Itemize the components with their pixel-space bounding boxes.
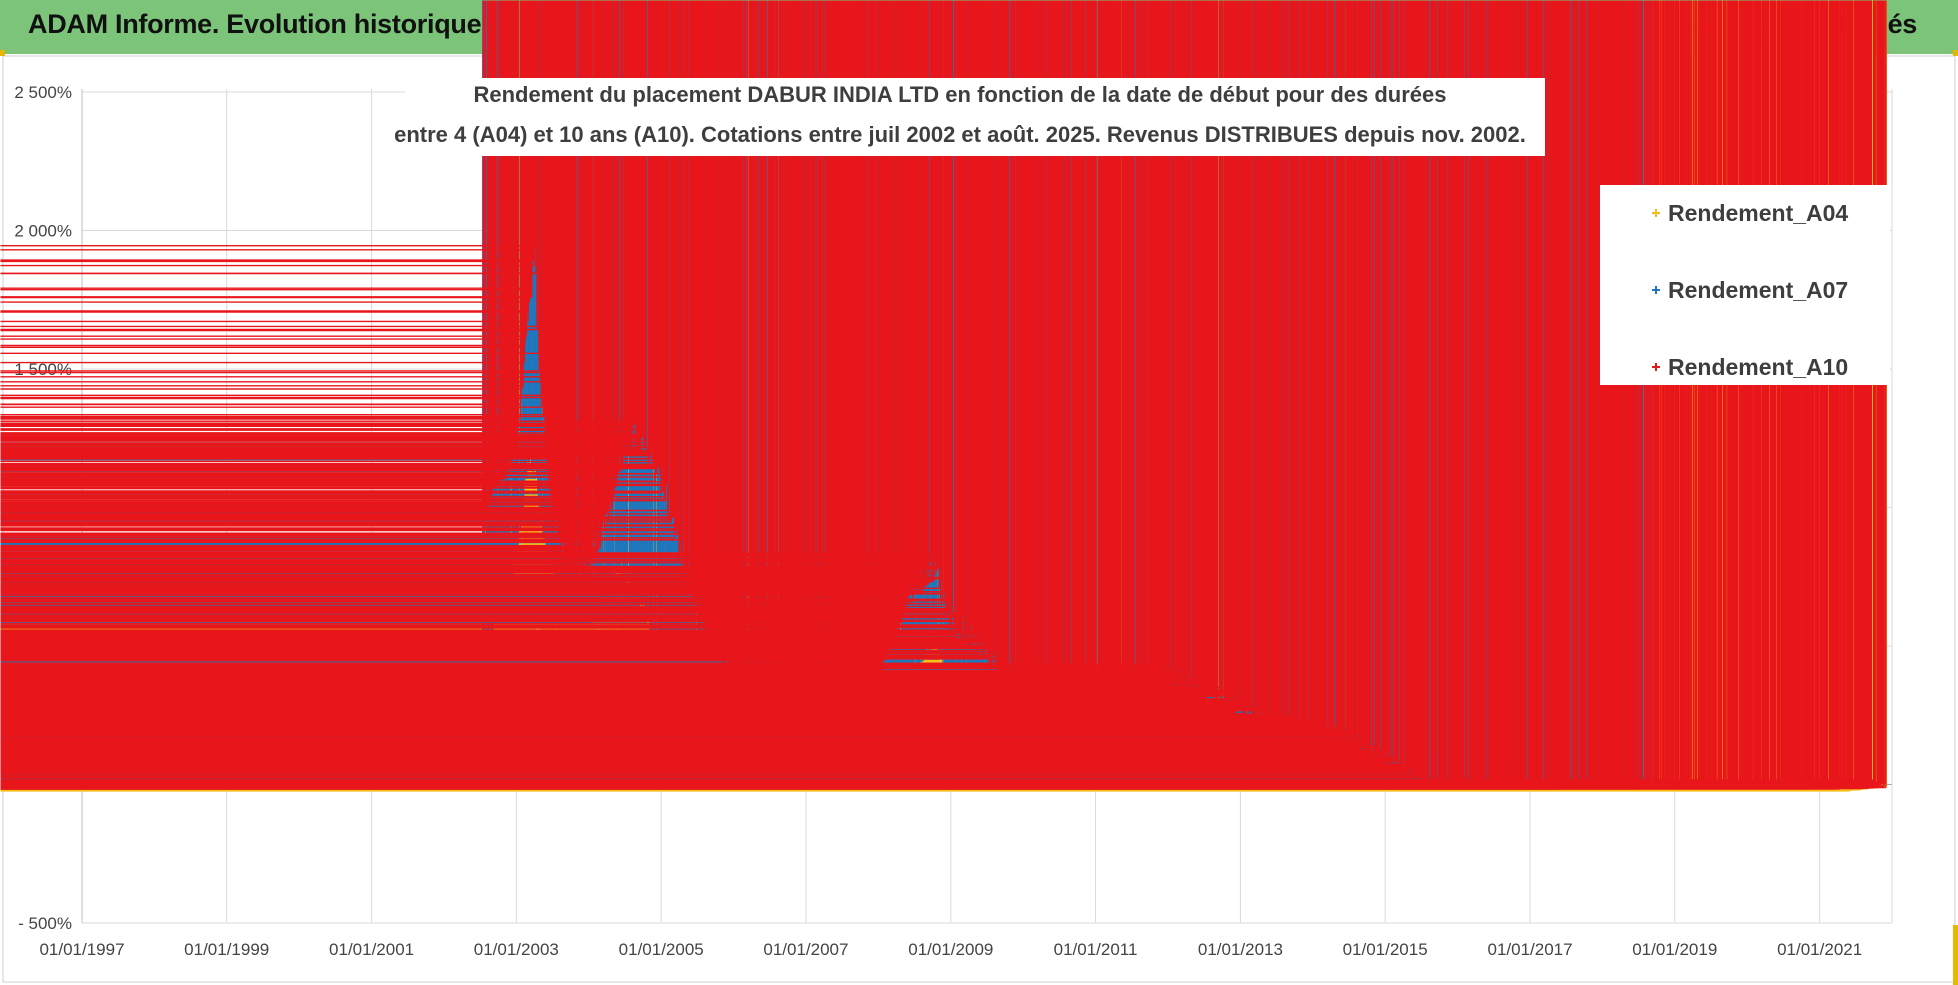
point-Rendement_A10 xyxy=(0,0,519,420)
point-Rendement_A10 xyxy=(0,0,515,454)
point-Rendement_A10 xyxy=(0,0,515,434)
point-Rendement_A10 xyxy=(0,0,525,364)
point-Rendement_A10 xyxy=(0,0,495,472)
point-Rendement_A10 xyxy=(0,0,528,337)
point-Rendement_A07 xyxy=(0,0,532,452)
corner-mark-top-right xyxy=(1953,50,1958,56)
x-tick-label: 01/01/2007 xyxy=(763,940,848,959)
corner-mark-bottom-right xyxy=(1953,925,1958,985)
point-Rendement_A10 xyxy=(0,0,493,485)
point-Rendement_A10 xyxy=(0,0,521,420)
point-Rendement_A10 xyxy=(0,0,499,471)
point-Rendement_A10 xyxy=(0,0,517,442)
point-Rendement_A07 xyxy=(0,0,536,471)
point-Rendement_A10 xyxy=(0,0,540,354)
point-Rendement_A10 xyxy=(0,0,501,481)
point-Rendement_A10 xyxy=(0,0,519,427)
x-tick-label: 01/01/2005 xyxy=(619,940,704,959)
x-tick-label: 01/01/2013 xyxy=(1198,940,1283,959)
x-tick-label: 01/01/2001 xyxy=(329,940,414,959)
x-tick-label: 01/01/2015 xyxy=(1343,940,1428,959)
point-Rendement_A10 xyxy=(0,0,498,476)
point-Rendement_A10 xyxy=(0,0,518,447)
point-Rendement_A07 xyxy=(0,0,536,467)
point-Rendement_A07 xyxy=(0,0,529,449)
x-tick-label: 01/01/2017 xyxy=(1487,940,1572,959)
point-Rendement_A07 xyxy=(0,0,541,504)
point-Rendement_A10 xyxy=(0,0,505,476)
y-tick-label: 2 000% xyxy=(14,222,72,241)
corner-mark-top-left xyxy=(0,50,5,56)
x-tick-label: 01/01/2009 xyxy=(908,940,993,959)
point-Rendement_A10 xyxy=(0,0,525,348)
point-Rendement_A10 xyxy=(0,0,558,508)
point-Rendement_A10 xyxy=(0,0,550,474)
point-Rendement_A10 xyxy=(0,0,524,387)
y-tick-label: 2 500% xyxy=(14,83,72,102)
point-Rendement_A10 xyxy=(0,0,528,332)
x-tick-label: 01/01/2003 xyxy=(474,940,559,959)
x-tick-label: 01/01/1999 xyxy=(184,940,269,959)
point-Rendement_A10 xyxy=(0,0,549,446)
point-Rendement_A10 xyxy=(0,0,510,475)
point-Rendement_A07 xyxy=(0,0,527,473)
point-Rendement_A10 xyxy=(0,0,538,328)
point-Rendement_A10 xyxy=(0,0,522,405)
series-layer xyxy=(0,0,1887,792)
axis-layer: - 500%0%500%1 000%1 500%2 000%2 500%01/0… xyxy=(14,83,1893,959)
x-tick-label: 01/01/2011 xyxy=(1054,940,1138,959)
x-tick-label: 01/01/1997 xyxy=(39,940,124,959)
point-Rendement_A10 xyxy=(0,0,491,504)
point-Rendement_A10 xyxy=(0,0,521,406)
x-tick-label: 01/01/2019 xyxy=(1632,940,1717,959)
point-Rendement_A10 xyxy=(0,0,490,490)
point-Rendement_A10 xyxy=(0,0,503,452)
point-Rendement_A10 xyxy=(0,0,517,452)
point-Rendement_A07 xyxy=(0,0,530,467)
point-Rendement_A07 xyxy=(0,0,526,481)
point-Rendement_A10 xyxy=(0,0,526,347)
point-Rendement_A10 xyxy=(0,0,506,457)
y-tick-label: - 500% xyxy=(18,914,72,933)
point-Rendement_A10 xyxy=(0,0,538,331)
point-Rendement_A10 xyxy=(0,0,499,486)
point-Rendement_A10 xyxy=(0,0,512,449)
x-tick-label: 01/01/2021 xyxy=(1777,940,1862,959)
point-Rendement_A10 xyxy=(0,0,542,383)
y-tick-label: 1 500% xyxy=(14,360,72,379)
point-Rendement_A10 xyxy=(0,0,494,472)
point-Rendement_A07 xyxy=(0,0,534,475)
point-Rendement_A10 xyxy=(0,0,509,457)
point-Rendement_A10 xyxy=(0,0,519,419)
point-Rendement_A07 xyxy=(0,0,530,448)
